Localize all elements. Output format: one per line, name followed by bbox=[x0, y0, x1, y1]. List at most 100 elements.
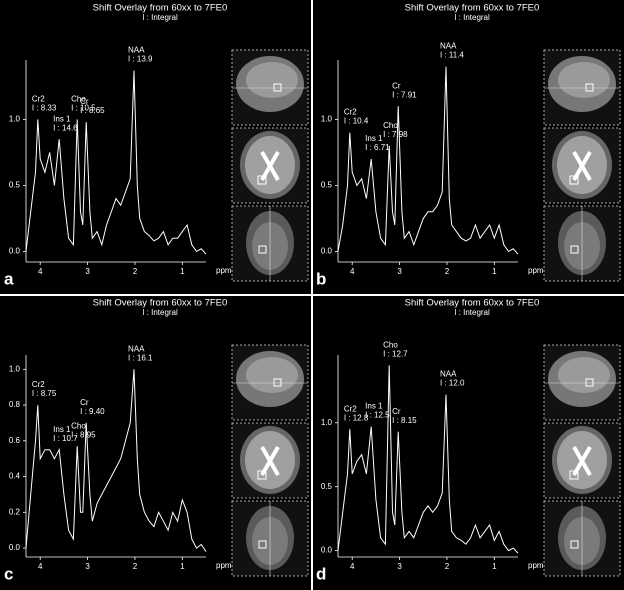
mri-ventricle bbox=[260, 151, 280, 181]
spectrum-line bbox=[25, 70, 207, 255]
peak-integral: I : 6.71 bbox=[365, 143, 390, 152]
x-tick-label: 4 bbox=[350, 267, 355, 276]
x-tick-label: 2 bbox=[445, 267, 450, 276]
peak-label: Cr2 bbox=[344, 404, 357, 413]
y-tick-label: 0.5 bbox=[321, 482, 333, 491]
x-tick-label: 2 bbox=[133, 562, 138, 571]
y-tick-label: 0.5 bbox=[9, 181, 21, 190]
voxel-box bbox=[570, 540, 579, 549]
voxel-box bbox=[257, 175, 267, 185]
x-axis-label: ppm bbox=[528, 266, 544, 275]
y-tick-label: 0.0 bbox=[321, 247, 333, 256]
chart-title: Shift Overlay from 60xx to 7FE0 bbox=[93, 298, 228, 309]
peak-label: Ins 1 bbox=[53, 425, 71, 434]
spectrum-line bbox=[25, 369, 207, 552]
peak-integral: I : 10.5 bbox=[71, 104, 96, 113]
voxel-box bbox=[273, 378, 282, 387]
peak-integral: I : 12.8 bbox=[344, 413, 369, 422]
panel-letter: c bbox=[4, 564, 13, 583]
peak-label: Ins 1 bbox=[365, 134, 383, 143]
x-tick-label: 1 bbox=[492, 267, 497, 276]
mri-ventricle bbox=[572, 446, 592, 476]
x-tick-label: 4 bbox=[350, 562, 355, 571]
y-tick-label: 1.0 bbox=[9, 115, 21, 124]
x-axis-label: ppm bbox=[216, 266, 232, 275]
chart-title: Shift Overlay from 60xx to 7FE0 bbox=[405, 3, 540, 14]
voxel-box bbox=[569, 175, 579, 185]
y-tick-label: 0.5 bbox=[321, 181, 333, 190]
x-tick-label: 3 bbox=[85, 267, 90, 276]
peak-label: Ins 1 bbox=[53, 114, 71, 123]
y-tick-label: 0.2 bbox=[9, 507, 21, 516]
y-tick-label: 0.6 bbox=[9, 436, 21, 445]
peak-integral: I : 9.40 bbox=[80, 407, 105, 416]
x-tick-label: 1 bbox=[180, 562, 185, 571]
y-tick-label: 0.0 bbox=[9, 247, 21, 256]
y-tick-label: 0.4 bbox=[9, 472, 21, 481]
peak-integral: I : 12.7 bbox=[383, 349, 408, 358]
voxel-box bbox=[258, 540, 267, 549]
voxel-box bbox=[569, 470, 579, 480]
peak-label: Cr2 bbox=[344, 108, 357, 117]
peak-integral: I : 11.4 bbox=[440, 51, 464, 60]
peak-integral: I : 8.75 bbox=[32, 389, 57, 398]
mri-ventricle bbox=[572, 151, 592, 181]
mri-brain bbox=[558, 62, 610, 98]
peak-integral: I : 8.33 bbox=[32, 104, 57, 113]
y-tick-label: 0.8 bbox=[9, 400, 21, 409]
peak-integral: I : 12.0 bbox=[440, 379, 465, 388]
peak-label: Cr bbox=[80, 398, 89, 407]
voxel-box bbox=[570, 245, 579, 254]
y-tick-label: 1.0 bbox=[321, 418, 333, 427]
x-tick-label: 1 bbox=[492, 562, 497, 571]
peak-label: NAA bbox=[128, 46, 145, 55]
voxel-box bbox=[257, 470, 267, 480]
peak-label: Cr bbox=[392, 81, 401, 90]
chart-title: Shift Overlay from 60xx to 7FE0 bbox=[405, 298, 540, 309]
y-tick-label: 1.0 bbox=[9, 364, 21, 373]
peak-label: Cr bbox=[80, 97, 89, 106]
peak-label: Cr2 bbox=[32, 380, 45, 389]
peak-label: Cr2 bbox=[32, 95, 45, 104]
mri-brain bbox=[246, 357, 298, 393]
y-tick-label: 0.0 bbox=[9, 543, 21, 552]
x-tick-label: 2 bbox=[133, 267, 138, 276]
peak-label: Cho bbox=[383, 340, 398, 349]
voxel-box bbox=[273, 83, 282, 92]
chart-subtitle: I : Integral bbox=[142, 13, 178, 22]
peak-label: Cho bbox=[383, 121, 398, 130]
panel-letter: a bbox=[4, 269, 14, 288]
chart-subtitle: I : Integral bbox=[454, 308, 490, 317]
peak-label: NAA bbox=[440, 370, 457, 379]
mri-brain bbox=[246, 62, 298, 98]
x-tick-label: 3 bbox=[397, 562, 402, 571]
peak-integral: I : 13.9 bbox=[128, 55, 153, 64]
peak-integral: I : 10.7 bbox=[53, 434, 78, 443]
peak-label: Ins 1 bbox=[365, 402, 383, 411]
x-axis-label: ppm bbox=[216, 561, 232, 570]
peak-integral: I : 8.65 bbox=[80, 106, 105, 115]
x-tick-label: 3 bbox=[397, 267, 402, 276]
voxel-box bbox=[258, 245, 267, 254]
voxel-box bbox=[585, 83, 594, 92]
chart-subtitle: I : Integral bbox=[454, 13, 490, 22]
peak-label: Cho bbox=[71, 421, 86, 430]
x-tick-label: 4 bbox=[38, 562, 43, 571]
chart-subtitle: I : Integral bbox=[142, 308, 178, 317]
peak-label: NAA bbox=[440, 42, 457, 51]
spectrum-line bbox=[337, 365, 519, 554]
peak-integral: I : 7.98 bbox=[383, 130, 408, 139]
x-axis-label: ppm bbox=[528, 561, 544, 570]
peak-integral: I : 8.15 bbox=[392, 416, 417, 425]
mri-brain bbox=[558, 357, 610, 393]
peak-label: Cho bbox=[71, 95, 86, 104]
peak-integral: I : 7.91 bbox=[392, 90, 417, 99]
x-tick-label: 2 bbox=[445, 562, 450, 571]
peak-integral: I : 12.5 bbox=[365, 411, 390, 420]
panel-letter: d bbox=[316, 564, 326, 583]
mri-ventricle bbox=[260, 446, 280, 476]
peak-integral: I : 10.4 bbox=[344, 117, 369, 126]
panel-letter: b bbox=[316, 269, 326, 288]
peak-integral: I : 16.1 bbox=[128, 353, 153, 362]
